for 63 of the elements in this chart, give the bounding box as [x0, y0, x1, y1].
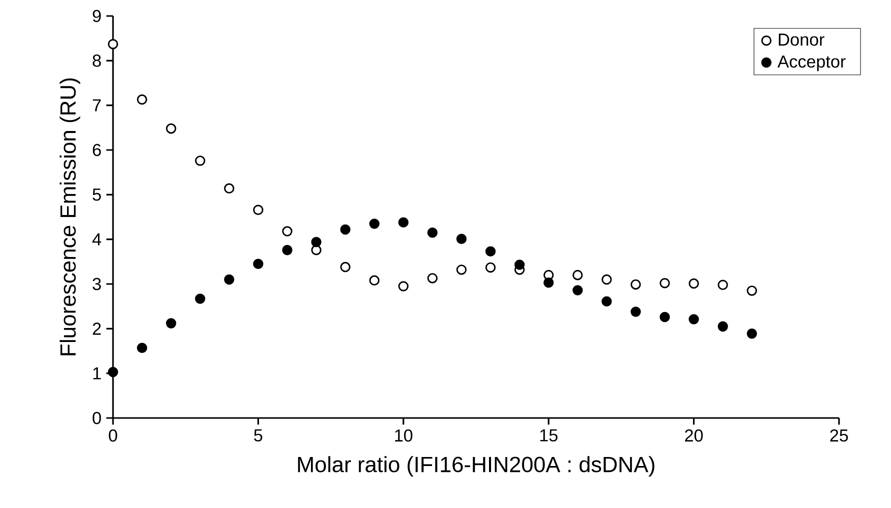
- point: [224, 183, 234, 194]
- point: [136, 342, 148, 354]
- point: [427, 228, 438, 238]
- point: [688, 278, 699, 289]
- point: [340, 262, 350, 272]
- point: [746, 328, 758, 339]
- x-tick-label: 20: [685, 429, 703, 442]
- legend-label: Donor: [778, 34, 824, 46]
- x-tick-label: 0: [108, 429, 118, 442]
- point: [253, 204, 264, 215]
- y-tick-label: 9: [92, 10, 101, 22]
- point: [398, 281, 409, 292]
- y-tick-label: 8: [92, 54, 101, 67]
- point: [572, 285, 583, 296]
- legend-label: Acceptor: [777, 56, 846, 72]
- y-tick-label: 6: [92, 144, 101, 156]
- point: [660, 312, 670, 322]
- x-tick-label: 5: [254, 429, 262, 442]
- point: [398, 217, 409, 228]
- x-tick-label: 15: [540, 429, 558, 442]
- point: [369, 218, 380, 229]
- y-tick-label: 5: [92, 188, 101, 201]
- point: [543, 278, 554, 288]
- y-tick-label: 0: [92, 412, 101, 424]
- point: [485, 246, 496, 257]
- y-tick-label: 7: [92, 99, 101, 112]
- point: [427, 273, 438, 284]
- y-tick-label: 2: [92, 322, 101, 335]
- point: [369, 275, 380, 286]
- point: [718, 280, 728, 290]
- point: [166, 318, 176, 328]
- y-tick-label: 3: [92, 278, 101, 290]
- point: [456, 234, 467, 244]
- point: [253, 258, 264, 270]
- point: [746, 286, 758, 296]
- point: [224, 274, 234, 285]
- point: [602, 296, 612, 307]
- point: [514, 260, 525, 270]
- point: [136, 94, 148, 105]
- x-tick-label: 25: [830, 429, 848, 442]
- point: [630, 279, 641, 290]
- y-tick-label: 1: [93, 367, 101, 380]
- point: [311, 236, 322, 248]
- point: [630, 306, 641, 317]
- point: [485, 262, 496, 273]
- point: [572, 270, 583, 280]
- point: [194, 156, 206, 166]
- point: [602, 274, 612, 285]
- point: [718, 321, 728, 332]
- point: [456, 264, 467, 275]
- point: [282, 244, 292, 256]
- point: [108, 366, 118, 378]
- point: [340, 224, 350, 235]
- y-tick-label: 4: [92, 233, 102, 246]
- point: [166, 123, 176, 134]
- y-axis-title: Fluorescence Emission (RU): [60, 78, 80, 356]
- x-tick-label: 10: [395, 429, 412, 442]
- point: [688, 314, 699, 324]
- point: [660, 278, 670, 288]
- x-axis-title: Molar ratio (IFI16-HIN200A : dsDNA): [298, 456, 654, 477]
- point: [282, 226, 292, 236]
- point: [108, 39, 118, 50]
- point: [194, 294, 206, 304]
